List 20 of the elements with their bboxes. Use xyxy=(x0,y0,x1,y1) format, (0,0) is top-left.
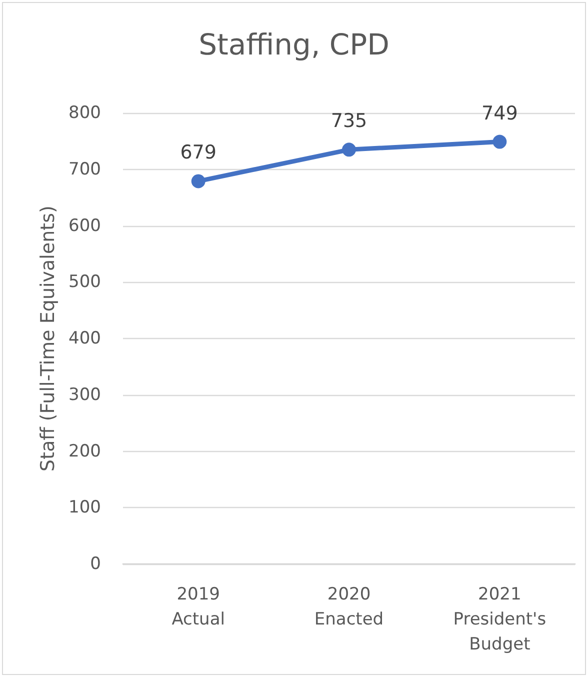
y-tick-label: 300 xyxy=(68,384,101,405)
y-tick-label: 100 xyxy=(68,498,101,518)
y-tick-label: 400 xyxy=(68,328,101,348)
data-label: 735 xyxy=(330,110,368,132)
point xyxy=(492,134,507,149)
y-tick-label: 700 xyxy=(68,159,101,180)
y-tick-label: 800 xyxy=(68,103,101,123)
data-label: 679 xyxy=(180,142,216,164)
data-label: 749 xyxy=(482,102,518,124)
y-axis-title: Staff (Full-Time Equivalents) xyxy=(37,206,60,472)
y-tick-label: 600 xyxy=(68,216,101,236)
y-tick-label: 200 xyxy=(68,441,101,462)
point xyxy=(342,142,356,157)
x-tick-label: 2020 Enacted xyxy=(314,584,384,630)
x-tick-label: 2021 President's Budget xyxy=(453,584,546,654)
x-tick-label: 2019 Actual xyxy=(172,584,225,630)
point xyxy=(191,174,206,188)
chart-title: Staffing, CPD xyxy=(198,28,390,62)
y-tick-label: 500 xyxy=(68,272,101,292)
y-tick-label: 0 xyxy=(90,554,101,574)
